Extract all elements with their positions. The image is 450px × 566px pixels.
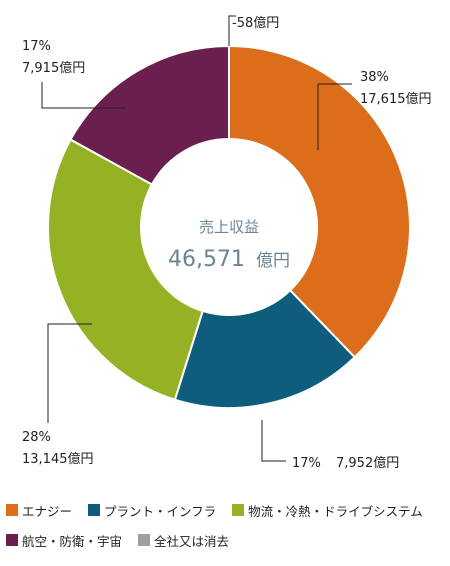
legend-swatch-logistics [232,504,245,516]
label-logistics-value: 13,145億円 [22,451,94,467]
label-logistics-percent: 28% [22,430,51,445]
label-energy-value: 17,615億円 [360,91,432,107]
slice-energy [228,44,411,359]
leader-plant [261,420,286,462]
donut-slices [47,44,411,409]
slice-aero-defense [69,44,230,186]
label-energy-percent: 38% [360,70,389,85]
legend-item-energy: エナジー [6,501,72,520]
center-total-value: 46,571 [168,247,245,272]
label-plant-value: 7,952億円 [336,455,399,471]
legend-item-corporate: 全社又は消去 [138,531,229,550]
leader-logistics [47,323,92,423]
label-aero-value: 7,915億円 [22,60,85,76]
legend: エナジー プラント・インフラ 物流・冷熱・ドライブシステム 航空・防衛・宇宙 全… [6,500,446,560]
legend-swatch-energy [6,504,18,516]
legend-row-1: エナジー プラント・インフラ 物流・冷熱・ドライブシステム [6,500,446,520]
label-plant-percent: 17% [292,456,321,471]
legend-label-energy: エナジー [22,503,73,519]
label-aero-percent: 17% [22,39,51,54]
legend-item-logistics: 物流・冷熱・ドライブシステム [232,501,423,520]
label-corporate-value: -58億円 [232,15,279,31]
center-title: 売上収益 [199,218,259,236]
legend-label-plant: プラント・インフラ [104,503,217,519]
legend-label-aero: 航空・防衛・宇宙 [22,533,123,549]
center-total-unit: 億円 [256,251,290,271]
center-total: 46,571 億円 [168,247,290,272]
leader-lines [41,15,352,462]
legend-swatch-aero [6,534,18,546]
legend-item-aero: 航空・防衛・宇宙 [6,531,122,550]
legend-swatch-corporate [138,534,151,546]
slice-logistics [47,138,204,401]
leader-energy [317,83,352,150]
slice-plant-infra [173,288,357,409]
legend-label-logistics: 物流・冷熱・ドライブシステム [248,503,423,519]
legend-swatch-plant [88,504,101,516]
legend-row-2: 航空・防衛・宇宙 全社又は消去 [6,530,446,550]
leader-aero [41,82,125,109]
legend-label-corporate: 全社又は消去 [154,533,230,549]
leader-corporate [228,15,236,46]
legend-item-plant: プラント・インフラ [88,501,216,520]
